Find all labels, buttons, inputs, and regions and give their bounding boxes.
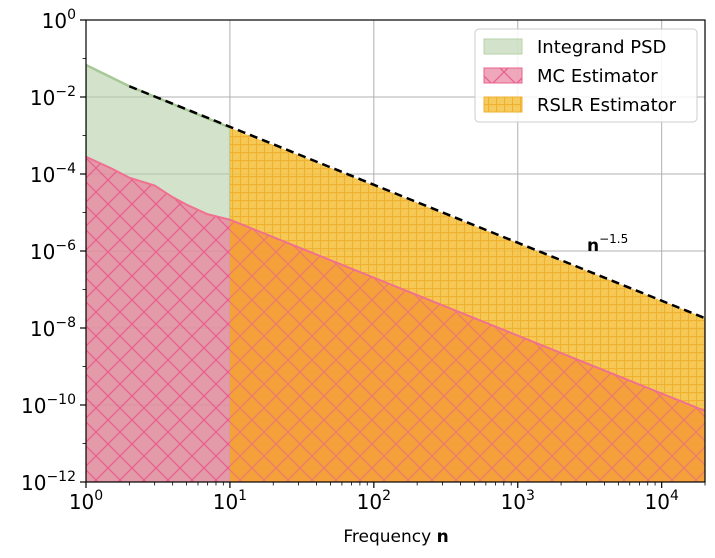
x-tick-base: 10 bbox=[501, 490, 526, 514]
y-tick-base: 10 bbox=[42, 9, 67, 33]
x-tick-base: 10 bbox=[69, 490, 94, 514]
y-tick-label: 10−4 bbox=[30, 161, 76, 187]
x-tick-exponent: 4 bbox=[670, 488, 679, 504]
legend-swatch-integrand-psd bbox=[483, 38, 523, 55]
y-tick-exponent: −4 bbox=[55, 161, 76, 177]
y-tick-label: 10−2 bbox=[30, 84, 76, 110]
y-tick-exponent: −8 bbox=[55, 315, 76, 331]
y-tick-exponent: −12 bbox=[46, 469, 76, 485]
legend-item-integrand-psd: Integrand PSD bbox=[483, 37, 666, 58]
area-overlap-hatch bbox=[229, 219, 705, 482]
y-tick-label: 100 bbox=[42, 7, 76, 33]
x-tick-label: 100 bbox=[69, 488, 103, 514]
annotation-exponent: −1.5 bbox=[599, 232, 628, 246]
x-tick-label: 103 bbox=[501, 488, 535, 514]
y-tick-exponent: −2 bbox=[55, 84, 76, 100]
y-tick-base: 10 bbox=[30, 163, 55, 187]
x-tick-label: 101 bbox=[213, 488, 247, 514]
legend-label-integrand-psd: Integrand PSD bbox=[537, 37, 666, 58]
legend-item-rslr-estimator: RSLR Estimator bbox=[483, 95, 677, 116]
x-tick-base: 10 bbox=[357, 490, 382, 514]
x-tick-exponent: 3 bbox=[526, 488, 535, 504]
legend-item-mc-estimator: MC Estimator bbox=[483, 66, 658, 87]
y-tick-label: 10−10 bbox=[21, 392, 76, 418]
axis-ticks: 100 101 102 103 10410010−210−410−610−810−101… bbox=[21, 7, 706, 514]
x-tick-base: 10 bbox=[644, 490, 669, 514]
x-tick-exponent: 1 bbox=[238, 488, 247, 504]
mc-estimator-line bbox=[86, 155, 705, 412]
x-axis-label-bold: n bbox=[437, 527, 449, 547]
y-tick-base: 10 bbox=[30, 317, 55, 341]
x-tick-exponent: 0 bbox=[94, 488, 103, 504]
y-tick-label: 10−6 bbox=[30, 238, 76, 264]
legend-swatch-mc-estimator-hatch bbox=[483, 67, 523, 84]
legend: Integrand PSD MC Estimator RSLR Estimato… bbox=[474, 28, 698, 123]
x-tick-base: 10 bbox=[213, 490, 238, 514]
x-tick-exponent: 2 bbox=[382, 488, 391, 504]
y-tick-base: 10 bbox=[21, 394, 46, 418]
area-series bbox=[86, 63, 705, 482]
x-tick-label: 102 bbox=[357, 488, 391, 514]
annotation-base: n bbox=[587, 236, 599, 256]
y-tick-label: 10−8 bbox=[30, 315, 76, 341]
legend-swatch-rslr-estimator-hatch bbox=[483, 96, 523, 113]
y-tick-exponent: −6 bbox=[55, 238, 76, 254]
legend-label-mc-estimator: MC Estimator bbox=[537, 66, 658, 87]
y-tick-exponent: 0 bbox=[67, 7, 76, 23]
y-tick-base: 10 bbox=[30, 240, 55, 264]
legend-frame bbox=[474, 28, 698, 123]
x-axis-label-text: Frequency bbox=[343, 527, 431, 547]
y-tick-label: 10−12 bbox=[21, 469, 76, 495]
x-tick-label: 104 bbox=[644, 488, 678, 514]
x-axis-label: Frequency n bbox=[343, 527, 448, 547]
y-tick-base: 10 bbox=[21, 471, 46, 495]
area-mc-estimator-hatch bbox=[86, 156, 230, 482]
y-tick-exponent: −10 bbox=[46, 392, 76, 408]
y-tick-base: 10 bbox=[30, 86, 55, 110]
annotation-reference-line: n−1.5 bbox=[587, 232, 628, 256]
legend-label-rslr-estimator: RSLR Estimator bbox=[537, 95, 677, 116]
